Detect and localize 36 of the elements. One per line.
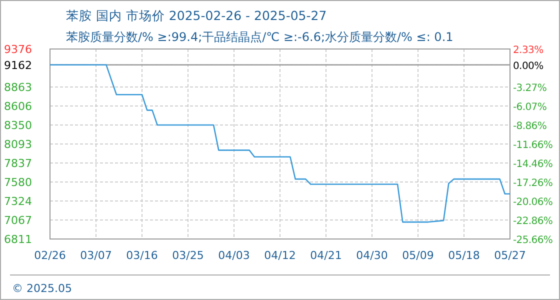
y2-tick-label: -14.46% bbox=[513, 158, 553, 170]
y-tick-label: 7580 bbox=[4, 176, 32, 190]
y2-tick-label: 2.33% bbox=[513, 45, 544, 56]
y2-tick-label: -8.86% bbox=[513, 120, 547, 132]
y2-tick-label: -17.26% bbox=[513, 178, 553, 189]
y-tick-label: 8093 bbox=[4, 138, 32, 152]
x-tick-label: 03/16 bbox=[126, 249, 158, 262]
chart-subtitle: 苯胺质量分数/% ≥:99.4;干品结晶点/℃ ≥:-6.6;水分质量分数/% ≤: 0.1 bbox=[66, 30, 454, 44]
text: © 2025.05 bbox=[12, 282, 72, 295]
x-tick-label: 04/30 bbox=[356, 249, 388, 262]
x-tick-label: 04/03 bbox=[218, 249, 250, 262]
x-tick-label: 04/12 bbox=[264, 249, 296, 262]
y-tick-label: 8350 bbox=[4, 119, 32, 132]
y2-tick-label: -22.86% bbox=[513, 216, 553, 227]
y2-tick-label: -11.66% bbox=[513, 140, 553, 151]
x-tick-label: 05/18 bbox=[448, 249, 480, 262]
y-tick-label: 7837 bbox=[4, 157, 32, 170]
y-tick-label: 8863 bbox=[4, 81, 32, 94]
x-tick-label: 04/21 bbox=[310, 249, 342, 262]
y2-tick-label: -6.07% bbox=[513, 102, 547, 114]
y2-tick-label: -20.06% bbox=[513, 196, 553, 208]
x-tick-label: 03/25 bbox=[172, 249, 204, 262]
chart-title: 苯胺 国内 市场价 2025-02-26 - 2025-05-27 bbox=[66, 8, 327, 23]
y-tick-label: 7067 bbox=[4, 214, 32, 228]
y2-tick-label: -25.66% bbox=[513, 235, 553, 246]
x-tick-label: 02/26 bbox=[34, 249, 66, 262]
y-tick-label: 7324 bbox=[4, 195, 32, 208]
y2-tick-label: 0.00% bbox=[513, 60, 544, 72]
x-tick-label: 03/07 bbox=[80, 249, 112, 262]
y2-tick-label: -3.27% bbox=[513, 83, 547, 94]
y-tick-label: 6811 bbox=[4, 233, 32, 246]
x-tick-label: 05/27 bbox=[494, 249, 526, 262]
y-tick-label: 8606 bbox=[4, 100, 32, 114]
y-tick-label: 9376 bbox=[4, 43, 32, 56]
x-tick-label: 05/09 bbox=[402, 249, 434, 262]
y-tick-label: 9162 bbox=[4, 58, 32, 72]
